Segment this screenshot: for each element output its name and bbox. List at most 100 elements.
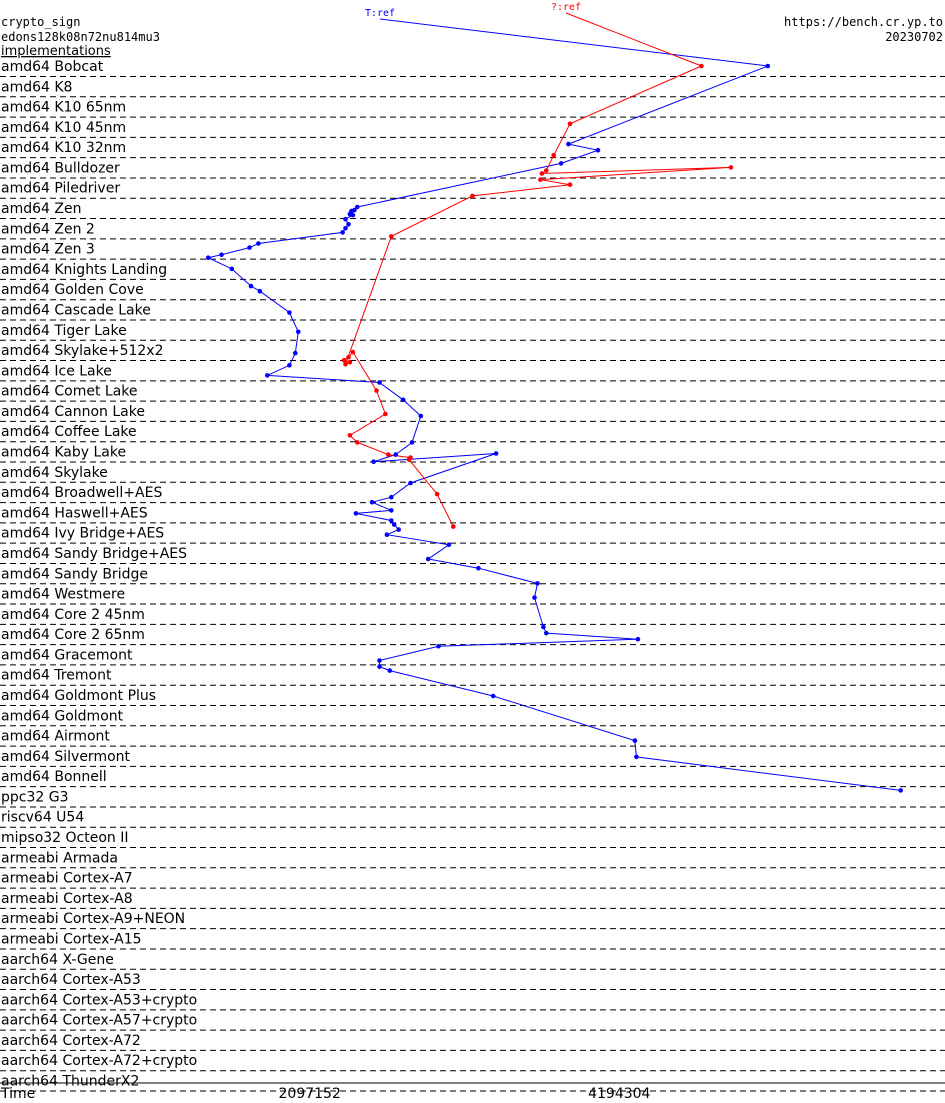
uarch-label: aarch64 Cortex-A72 xyxy=(1,1033,141,1049)
red-series-point xyxy=(383,411,388,417)
blue-series-point xyxy=(544,630,549,636)
x-axis: Time 2097152 4194304 xyxy=(0,1082,945,1102)
red-series-point xyxy=(350,349,356,355)
uarch-label: amd64 Zen xyxy=(1,201,81,217)
uarch-label: ppc32 G3 xyxy=(1,789,69,805)
red-series-point xyxy=(355,440,360,445)
uarch-label: amd64 Goldmont xyxy=(1,708,124,724)
red-series-point xyxy=(343,362,348,367)
uarch-label: amd64 Westmere xyxy=(1,587,125,603)
uarch-label: aarch64 X-Gene xyxy=(1,952,114,968)
uarch-label: aarch64 Cortex-A53+crypto xyxy=(1,992,197,1008)
blue-series-point xyxy=(377,664,382,669)
red-series-point xyxy=(470,193,475,199)
blue-series-point xyxy=(389,518,394,523)
uarch-label: amd64 Tiger Lake xyxy=(1,323,127,339)
microarchitecture-rows: amd64 Bobcat amd64 K8 amd64 K10 65nm amd64 … xyxy=(0,59,945,1092)
red-series-point xyxy=(538,177,543,182)
uarch-label: amd64 Tremont xyxy=(1,668,112,684)
red-series-point xyxy=(347,433,353,438)
primitive-name: crypto_sign xyxy=(1,15,80,29)
blue-series-point xyxy=(446,542,452,548)
blue-series-point xyxy=(396,527,402,532)
blue-series-point xyxy=(369,499,375,505)
uarch-label: armeabi Cortex-A8 xyxy=(1,891,133,907)
blue-series-point xyxy=(635,636,641,642)
series-labels: T:ref ?:ref xyxy=(365,2,768,67)
uarch-label: amd64 Broadwell+AES xyxy=(1,485,162,501)
blue-series-point xyxy=(634,754,639,760)
uarch-label: amd64 Skylake+512x2 xyxy=(1,343,163,359)
red-series-point xyxy=(434,491,440,497)
series-label-leader xyxy=(565,12,702,67)
uarch-label: amd64 Core 2 45nm xyxy=(1,607,145,623)
blue-series-point xyxy=(340,230,345,235)
blue-series-point xyxy=(493,451,499,456)
uarch-label: amd64 Goldmont Plus xyxy=(1,688,156,704)
red-series-point xyxy=(539,171,545,176)
blue-series-point xyxy=(353,511,359,516)
uarch-label: mipso32 Octeon II xyxy=(1,830,129,846)
implementations-link[interactable]: implementations xyxy=(1,44,111,59)
series-label: T:ref xyxy=(365,8,395,19)
red-series-point xyxy=(389,234,394,239)
uarch-label: armeabi Armada xyxy=(1,850,118,866)
blue-series-point xyxy=(558,161,564,166)
red-series-point xyxy=(347,359,353,365)
blue-series-point xyxy=(287,363,292,368)
uarch-label: amd64 Knights Landing xyxy=(1,262,167,278)
blue-series-point xyxy=(389,494,394,500)
uarch-label: riscv64 U54 xyxy=(1,810,84,826)
red-series-point xyxy=(567,182,573,187)
x-tick-label: 4194304 xyxy=(588,1086,650,1102)
uarch-label: aarch64 Cortex-A53 xyxy=(1,972,141,988)
version-date: 20230702 xyxy=(885,30,943,44)
blue-series-point xyxy=(387,668,393,673)
blue-series-point xyxy=(248,283,254,289)
blue-series-point xyxy=(219,252,224,257)
blue-series-line xyxy=(206,65,901,791)
header: crypto_sign edons128k08n72nu814mu3 imple… xyxy=(1,15,943,59)
blue-series-point xyxy=(391,522,397,527)
blue-series-point xyxy=(377,380,382,385)
blue-series-point xyxy=(898,788,903,793)
red-series-point xyxy=(374,388,379,393)
uarch-label: amd64 Golden Cove xyxy=(1,282,144,298)
uarch-label: armeabi Cortex-A9+NEON xyxy=(1,911,185,927)
blue-series-point xyxy=(287,310,292,315)
uarch-label: amd64 Comet Lake xyxy=(1,384,138,400)
blue-series-point xyxy=(425,556,431,562)
uarch-label: amd64 Bobcat xyxy=(1,59,104,75)
blue-series-point xyxy=(436,644,441,649)
blue-series-point xyxy=(595,147,601,153)
blue-series-point xyxy=(409,440,415,445)
blue-series-point xyxy=(532,595,537,600)
uarch-label: amd64 Ivy Bridge+AES xyxy=(1,526,164,542)
uarch-label: aarch64 ThunderX2 xyxy=(1,1074,139,1090)
uarch-label: aarch64 Cortex-A72+crypto xyxy=(1,1053,197,1069)
series-label-leader xyxy=(379,18,768,67)
site-url[interactable]: https://bench.cr.yp.to xyxy=(784,15,943,29)
uarch-label: amd64 K10 45nm xyxy=(1,120,126,136)
blue-series-point xyxy=(393,452,399,457)
red-series-point xyxy=(567,121,573,127)
uarch-label: amd64 Silvermont xyxy=(1,749,131,765)
blue-series-point xyxy=(476,565,481,571)
blue-series-point xyxy=(490,693,496,699)
blue-series-point xyxy=(293,350,298,356)
blue-series-point xyxy=(257,288,263,294)
blue-series-point xyxy=(346,222,351,227)
blue-series-point xyxy=(296,329,301,335)
uarch-label: amd64 K10 65nm xyxy=(1,100,126,116)
blue-series-point xyxy=(355,204,360,210)
uarch-label: amd64 Haswell+AES xyxy=(1,505,148,521)
x-axis-label: Time xyxy=(0,1086,35,1102)
uarch-label: amd64 Sandy Bridge xyxy=(1,566,148,582)
uarch-label: amd64 K8 xyxy=(1,79,72,95)
blue-series-point xyxy=(247,245,252,250)
series-label: ?:ref xyxy=(551,2,581,13)
series-lines xyxy=(206,65,901,791)
blue-series-point xyxy=(418,413,424,419)
blue-series-point xyxy=(265,373,270,378)
red-series-point xyxy=(544,168,549,173)
